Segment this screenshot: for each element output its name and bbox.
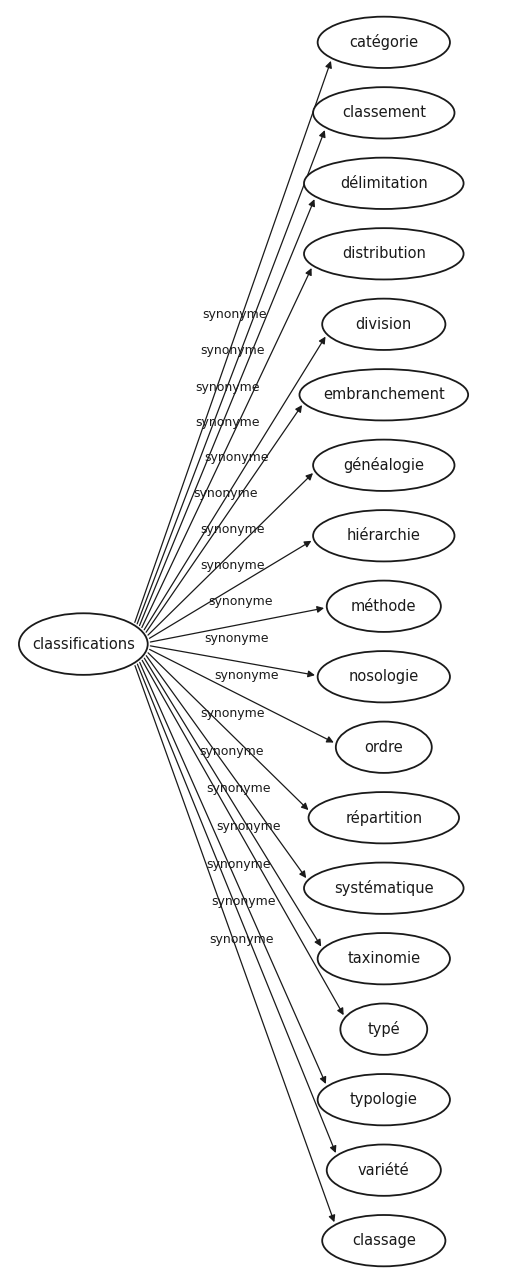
- Text: synonyme: synonyme: [196, 381, 260, 394]
- Text: synonyme: synonyme: [193, 488, 258, 500]
- Text: ordre: ordre: [365, 740, 403, 754]
- Ellipse shape: [340, 1003, 427, 1055]
- Text: synonyme: synonyme: [207, 858, 271, 871]
- Ellipse shape: [304, 862, 464, 913]
- Text: synonyme: synonyme: [199, 744, 264, 758]
- Text: méthode: méthode: [351, 599, 417, 613]
- Text: répartition: répartition: [345, 810, 422, 826]
- Ellipse shape: [309, 792, 459, 843]
- Text: synonyme: synonyme: [195, 416, 260, 430]
- Ellipse shape: [318, 1074, 450, 1125]
- Ellipse shape: [318, 17, 450, 68]
- Ellipse shape: [318, 933, 450, 984]
- Text: systématique: systématique: [334, 880, 434, 897]
- Ellipse shape: [322, 299, 445, 350]
- Ellipse shape: [336, 721, 432, 772]
- Text: variété: variété: [358, 1162, 410, 1178]
- Text: synonyme: synonyme: [211, 896, 275, 908]
- Text: synonyme: synonyme: [200, 707, 265, 720]
- Text: typé: typé: [368, 1021, 400, 1037]
- Ellipse shape: [313, 87, 454, 139]
- Ellipse shape: [19, 613, 148, 675]
- Text: synonyme: synonyme: [200, 522, 265, 536]
- Text: synonyme: synonyme: [200, 344, 265, 358]
- Text: généalogie: généalogie: [343, 457, 424, 473]
- Text: nosologie: nosologie: [348, 670, 419, 684]
- Text: synonyme: synonyme: [208, 595, 273, 608]
- Text: synonyme: synonyme: [200, 558, 265, 571]
- Ellipse shape: [313, 440, 454, 491]
- Ellipse shape: [304, 228, 464, 280]
- Ellipse shape: [318, 650, 450, 702]
- Text: délimitation: délimitation: [340, 176, 428, 191]
- Text: classifications: classifications: [32, 636, 135, 652]
- Text: classage: classage: [352, 1233, 416, 1248]
- Ellipse shape: [299, 370, 468, 421]
- Text: division: division: [356, 317, 412, 332]
- Text: synonyme: synonyme: [202, 308, 267, 322]
- Ellipse shape: [327, 581, 441, 633]
- Ellipse shape: [304, 158, 464, 209]
- Text: synonyme: synonyme: [204, 631, 269, 644]
- Text: taxinomie: taxinomie: [347, 951, 420, 966]
- Text: synonyme: synonyme: [209, 933, 274, 946]
- Text: embranchement: embranchement: [323, 387, 445, 403]
- Text: catégorie: catégorie: [349, 35, 418, 50]
- Text: synonyme: synonyme: [214, 668, 278, 681]
- Text: classement: classement: [342, 105, 426, 121]
- Ellipse shape: [322, 1215, 445, 1266]
- Text: distribution: distribution: [342, 246, 426, 262]
- Text: hiérarchie: hiérarchie: [347, 529, 421, 543]
- Ellipse shape: [327, 1144, 441, 1196]
- Ellipse shape: [313, 511, 454, 562]
- Text: synonyme: synonyme: [217, 820, 281, 833]
- Text: synonyme: synonyme: [206, 783, 271, 795]
- Text: typologie: typologie: [350, 1092, 418, 1107]
- Text: synonyme: synonyme: [205, 452, 269, 464]
